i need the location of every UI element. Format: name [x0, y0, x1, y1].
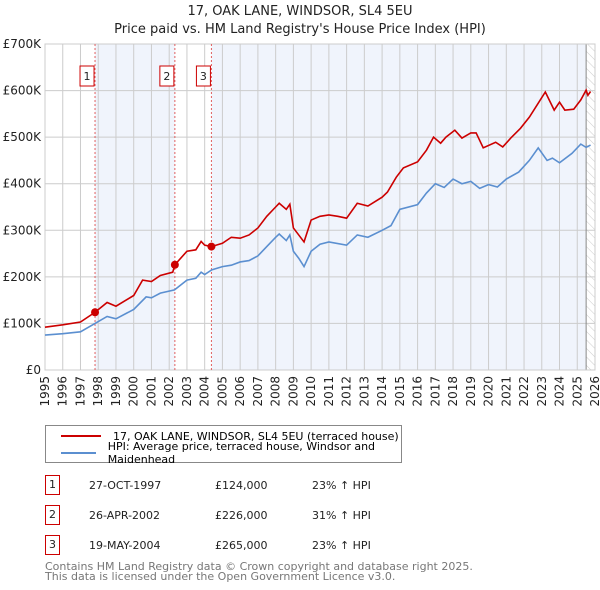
transaction-hpi: 23% ↑ HPI: [312, 479, 371, 492]
y-tick-label: £200K: [3, 270, 43, 284]
sale-marker-label: 1: [84, 70, 91, 83]
x-tick-label: 1997: [73, 376, 87, 407]
chart-subtitle: Price paid vs. HM Land Registry's House …: [114, 22, 486, 37]
plot-frame: [44, 43, 596, 371]
x-tick-label: 2009: [286, 376, 300, 407]
y-tick-label: £600K: [3, 84, 43, 98]
transaction-number: 3: [45, 535, 60, 555]
legend: 17, OAK LANE, WINDSOR, SL4 5EU (terraced…: [45, 425, 402, 466]
transaction-hpi: 23% ↑ HPI: [312, 539, 371, 552]
legend-label: 17, OAK LANE, WINDSOR, SL4 5EU (terraced…: [113, 429, 399, 443]
x-tick-label: 2021: [499, 376, 513, 407]
y-tick-label: £700K: [3, 37, 43, 51]
x-tick-label: 2004: [198, 376, 212, 407]
x-tick-label: 2010: [304, 376, 318, 407]
chart-title: 17, OAK LANE, WINDSOR, SL4 5EU: [187, 4, 413, 19]
y-tick-label: £0: [26, 363, 41, 377]
x-tick-label: 2016: [411, 376, 425, 407]
y-tick-label: £100K: [3, 316, 43, 330]
sale-marker-label: 3: [200, 70, 207, 83]
sale-point: [91, 308, 100, 317]
x-tick-label: 1995: [38, 376, 52, 407]
sale-marker-box: [159, 65, 175, 87]
x-tick-label: 1996: [56, 376, 70, 407]
x-tick-label: 1999: [109, 376, 123, 407]
x-tick-label: 2003: [180, 376, 194, 407]
sale-point: [207, 242, 216, 251]
shaded-period: [95, 44, 175, 370]
transaction-price: £124,000: [215, 479, 268, 492]
x-tick-label: 2024: [553, 376, 567, 407]
y-tick-label: £300K: [3, 223, 43, 237]
x-tick-label: 2017: [428, 376, 442, 407]
shaded-period: [211, 44, 587, 370]
transaction-hpi: 31% ↑ HPI: [312, 509, 371, 522]
price-chart: 1995 1996 1997 1998 1999 2000 2001 2002 2003 2004…: [3, 37, 600, 407]
footer: Contains HM Land Registry data © Crown c…: [45, 560, 473, 583]
transaction-number: 1: [45, 475, 60, 495]
x-tick-label: 2020: [482, 376, 496, 407]
x-tick-label: 2005: [215, 376, 229, 407]
transaction-date: 27-OCT-1997: [89, 479, 162, 492]
x-tick-label: 2014: [375, 376, 389, 407]
sale-marker-label: 2: [163, 70, 170, 83]
x-tick-label: 2026: [588, 376, 600, 407]
sale-point: [170, 260, 179, 269]
transaction-number: 2: [45, 505, 60, 525]
legend-swatch-blue: [61, 452, 96, 454]
transaction-price: £226,000: [215, 509, 268, 522]
legend-item-hpi: HPI: Average price, terraced house, Wind…: [46, 440, 401, 466]
footer-line-1: Contains HM Land Registry data © Crown c…: [45, 560, 473, 573]
future-hatch: [586, 44, 595, 370]
transaction-date: 19-MAY-2004: [89, 539, 161, 552]
x-tick-label: 1998: [91, 376, 105, 407]
x-tick-label: 2007: [251, 376, 265, 407]
x-tick-label: 2012: [340, 376, 354, 407]
x-tick-label: 2011: [322, 376, 336, 407]
x-tick-label: 2000: [127, 376, 141, 407]
x-tick-label: 2025: [570, 376, 584, 407]
y-tick-label: £400K: [3, 177, 43, 191]
x-tick-label: 2019: [464, 376, 478, 407]
x-tick-label: 2006: [233, 376, 247, 407]
x-tick-label: 2023: [535, 376, 549, 407]
x-tick-label: 2008: [269, 376, 283, 407]
sale-marker-box: [79, 65, 95, 87]
sale-marker-box: [195, 65, 211, 87]
footer-line-2: This data is licensed under the Open Gov…: [45, 570, 396, 583]
transaction-price: £265,000: [215, 539, 268, 552]
x-tick-label: 2022: [517, 376, 531, 407]
transaction-date: 26-APR-2002: [89, 509, 161, 522]
y-tick-label: £500K: [3, 130, 43, 144]
series-line: [44, 143, 591, 336]
x-tick-label: 2018: [446, 376, 460, 407]
legend-swatch-red: [61, 435, 101, 437]
legend-item-property: 17, OAK LANE, WINDSOR, SL4 5EU (terraced…: [46, 428, 399, 444]
x-tick-label: 2002: [162, 376, 176, 407]
x-tick-label: 2013: [357, 376, 371, 407]
x-tick-label: 2001: [144, 376, 158, 407]
legend-label: HPI: Average price, terraced house, Wind…: [107, 440, 376, 466]
x-tick-label: 2015: [393, 376, 407, 407]
